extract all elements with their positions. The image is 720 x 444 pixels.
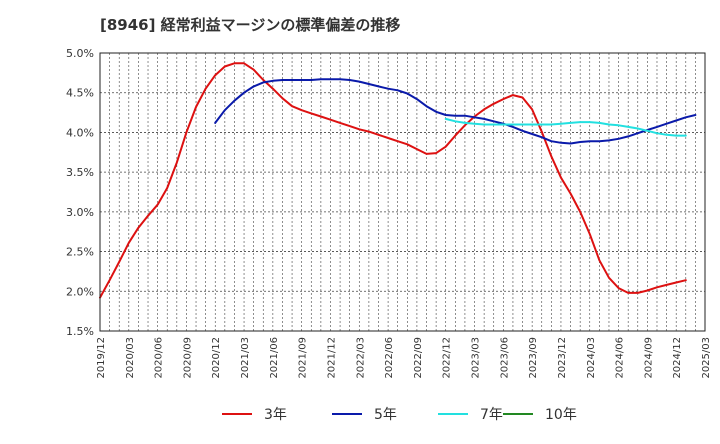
legend-label: 3年 (264, 407, 287, 423)
series-line-7年 (444, 117, 687, 137)
x-tick-label: 2023/06 (499, 337, 510, 379)
x-tick-label: 2021/03 (240, 337, 251, 379)
x-axis-ticks: 2019/12 2020/03 2020/06 2020/09 2020/12 2021/… (96, 337, 712, 379)
y-axis-ticks: 1.5% 2.0% 2.5% 3.0% 3.5% 4.0% 4.5% 5.0% (66, 47, 94, 338)
x-tick-label: 2023/03 (471, 337, 482, 379)
legend: 3年 5年 7年 10年 (222, 407, 577, 423)
x-tick-label: 2024/12 (672, 337, 683, 379)
x-tick-label: 2022/06 (384, 337, 395, 379)
plot-frame (99, 52, 706, 332)
x-tick-label: 2020/06 (154, 337, 165, 379)
y-tick-label: 1.5% (66, 325, 94, 338)
series-line-5年 (214, 78, 697, 145)
y-tick-label: 3.5% (66, 166, 94, 179)
x-tick-label: 2023/12 (557, 337, 568, 379)
legend-label: 7年 (480, 407, 503, 423)
x-tick-label: 2025/03 (701, 337, 712, 379)
x-tick-label: 2022/03 (355, 337, 366, 379)
x-tick-label: 2022/12 (442, 337, 453, 379)
y-tick-label: 4.5% (66, 87, 94, 100)
x-tick-label: 2019/12 (96, 337, 107, 379)
x-tick-label: 2021/09 (298, 337, 309, 379)
x-tick-label: 2020/12 (211, 337, 222, 379)
grid-layer (99, 52, 706, 332)
x-tick-label: 2023/09 (528, 337, 539, 379)
y-tick-label: 2.0% (66, 285, 94, 298)
legend-label: 5年 (374, 407, 397, 423)
x-tick-label: 2024/09 (643, 337, 654, 379)
x-tick-label: 2022/09 (413, 337, 424, 379)
x-tick-label: 2020/09 (182, 337, 193, 379)
chart-title: [8946] 経常利益マージンの標準偏差の推移 (100, 16, 400, 34)
legend-label: 10年 (545, 407, 577, 423)
x-tick-label: 2020/03 (125, 337, 136, 379)
series-layer (99, 62, 697, 299)
series-line-3年 (99, 62, 687, 299)
x-tick-label: 2024/06 (615, 337, 626, 379)
x-tick-label: 2021/06 (269, 337, 280, 379)
x-tick-label: 2021/12 (326, 337, 337, 379)
y-tick-label: 5.0% (66, 47, 94, 60)
y-tick-label: 4.0% (66, 126, 94, 139)
y-tick-label: 3.0% (66, 206, 94, 219)
y-tick-label: 2.5% (66, 246, 94, 259)
x-tick-label: 2024/03 (586, 337, 597, 379)
